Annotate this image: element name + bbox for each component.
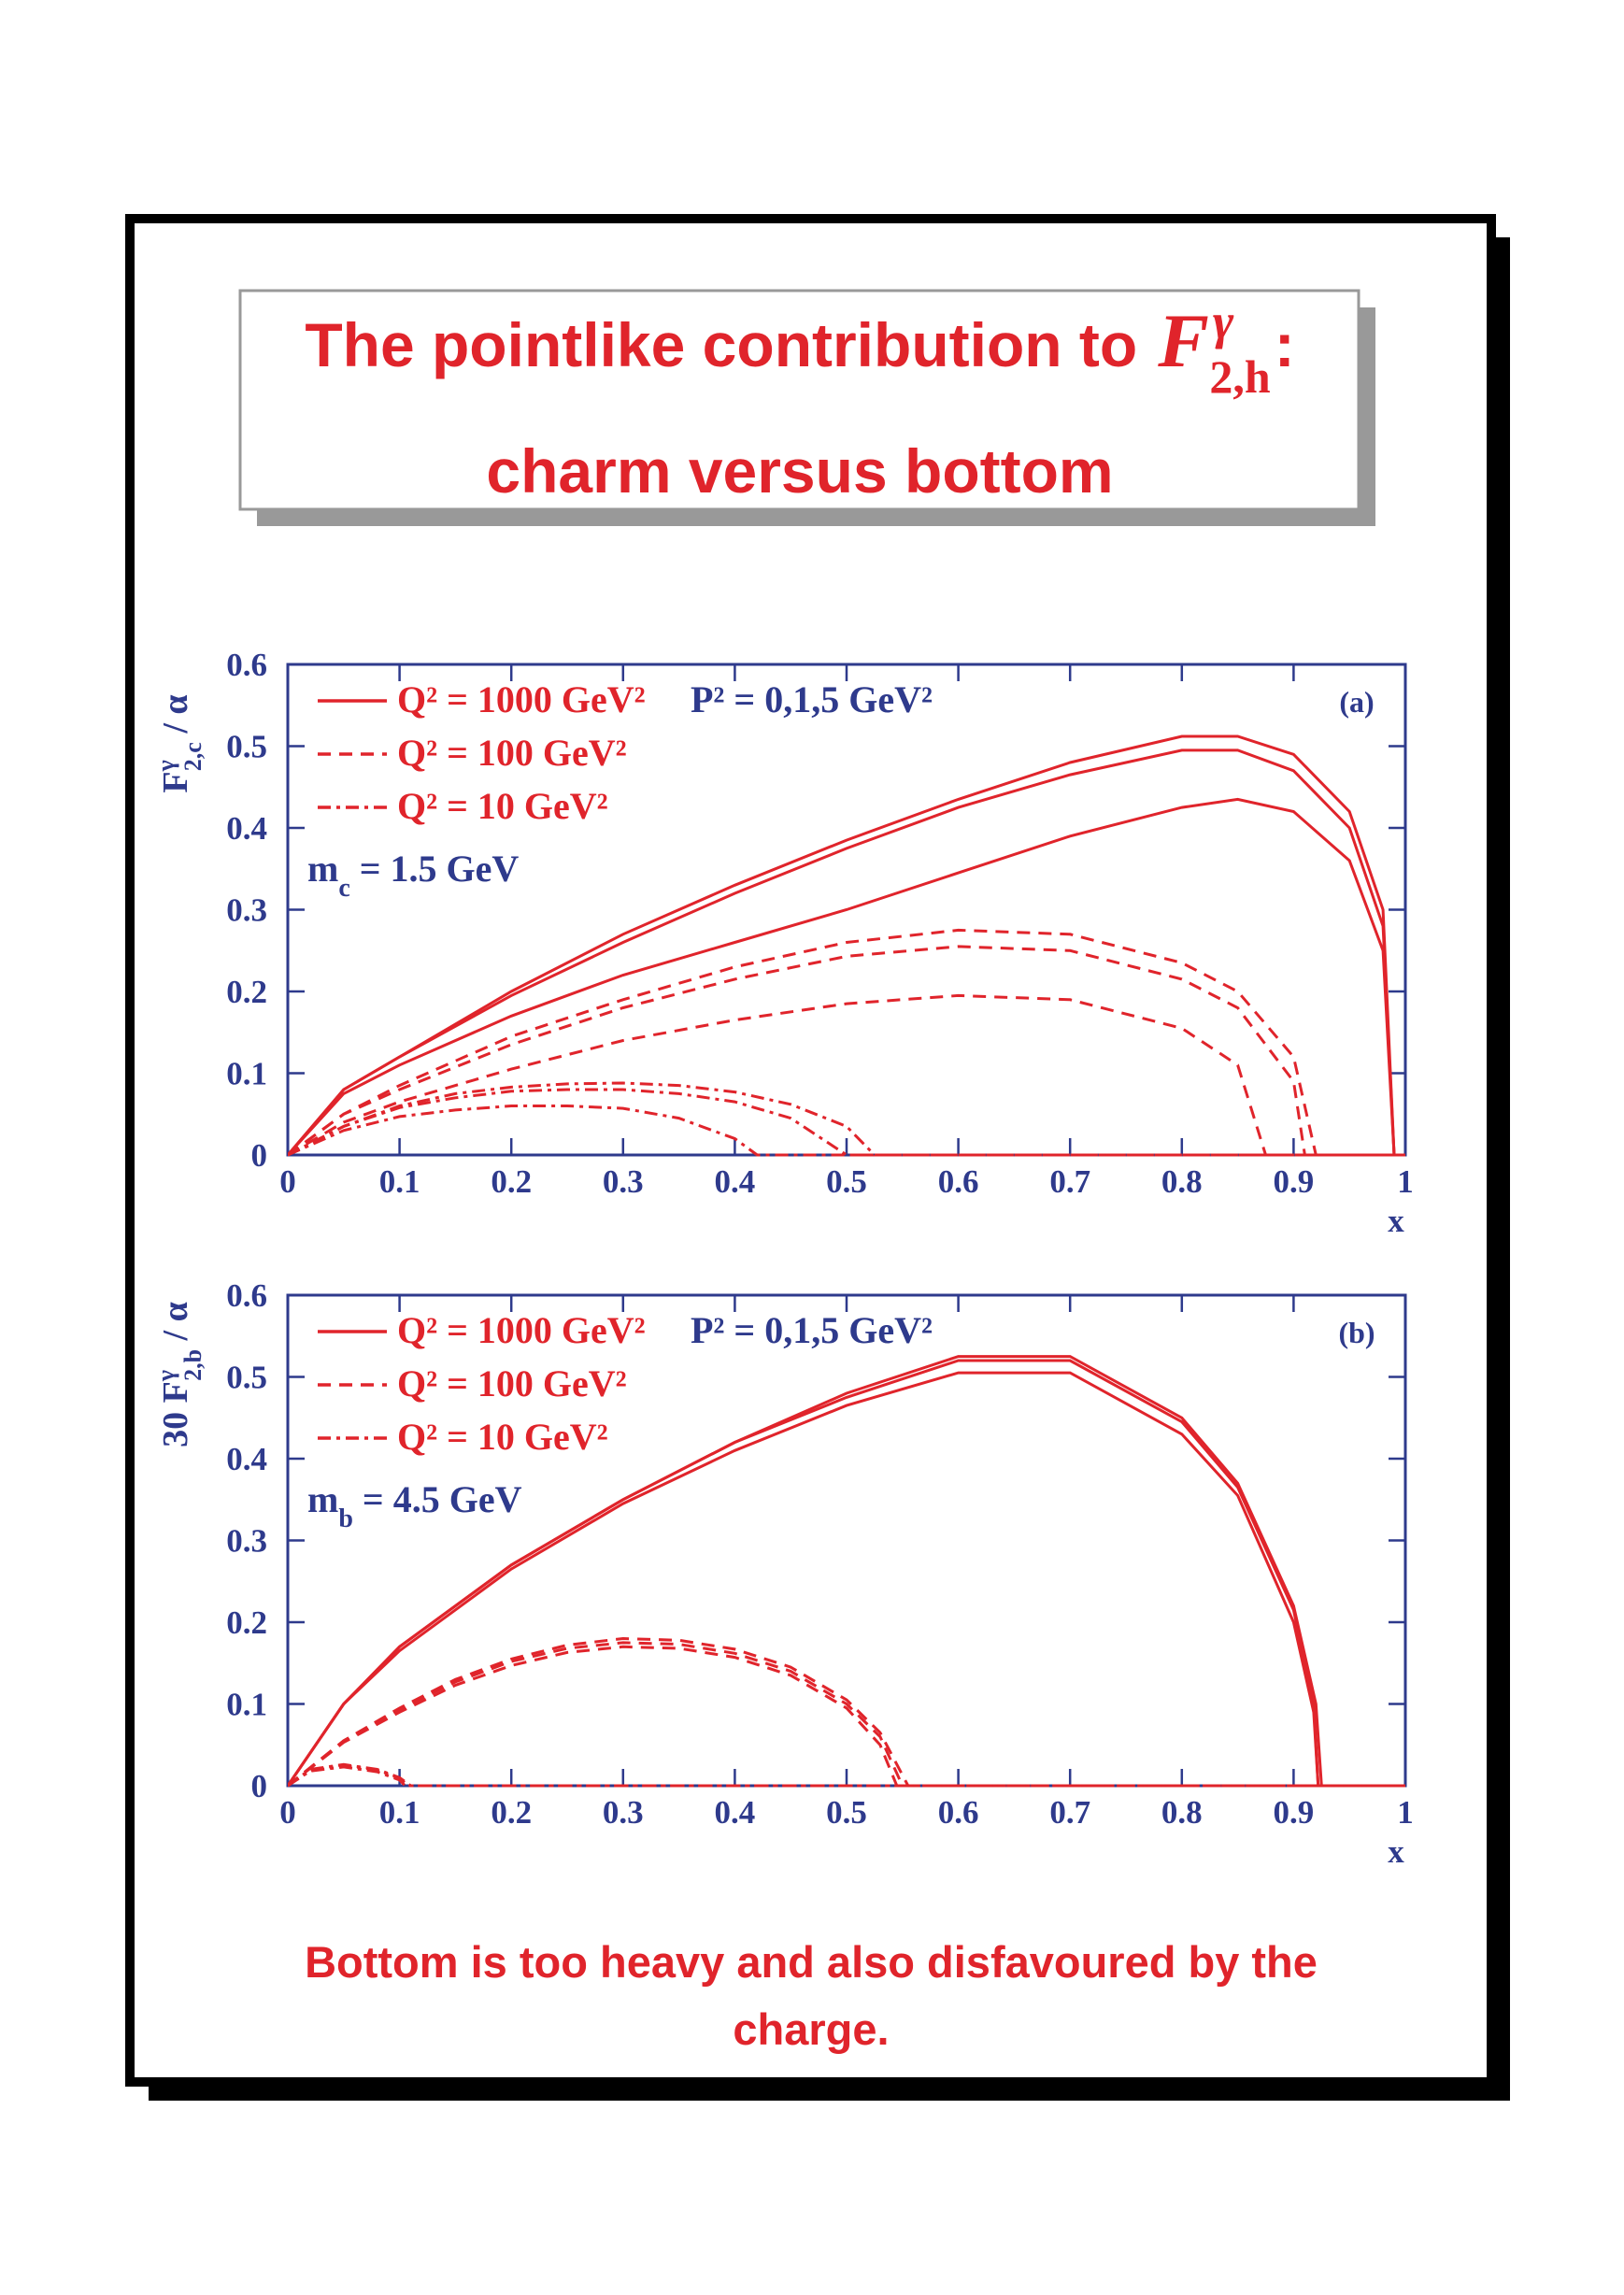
legend-label: Q² = 1000 GeV² [397, 678, 646, 720]
legend-label: Q² = 10 GeV² [397, 1416, 608, 1458]
y-tick-label: 0.6 [226, 647, 267, 683]
y-tick-label: 0.6 [226, 1277, 267, 1314]
mass-label: mb = 4.5 GeV [307, 1478, 522, 1533]
y-tick-label: 0.1 [226, 1056, 267, 1092]
x-tick-label: 0.9 [1274, 1794, 1315, 1831]
y-axis-label-part: γ [152, 760, 179, 772]
y-axis-label-part: / α [156, 694, 195, 742]
x-axis-label: x [1388, 1203, 1404, 1239]
mass-label-part: c [338, 874, 349, 903]
x-tick-label: 0.1 [379, 1794, 420, 1831]
y-axis-label: Fγ2,c / α [152, 694, 207, 792]
curve [288, 797, 1405, 1157]
curve [288, 1763, 1405, 1788]
y-axis-label-part: 2,c [179, 742, 207, 771]
subtitle: charm versus bottom [486, 436, 1113, 506]
y-tick-label: 0 [251, 1137, 268, 1174]
annotation: P² = 0,1,5 GeV² [691, 678, 933, 720]
x-tick-label: 0.5 [826, 1163, 867, 1200]
curve [288, 928, 1405, 1157]
y-axis-label-part: 30 F [156, 1381, 195, 1447]
curve [288, 1081, 1405, 1157]
y-axis-label-part: / α [156, 1302, 195, 1349]
mass-label-part: m [307, 848, 338, 890]
x-tick-label: 1 [1397, 1163, 1414, 1200]
curve [288, 1636, 1405, 1788]
x-tick-label: 0.3 [603, 1794, 644, 1831]
y-tick-label: 0 [251, 1768, 268, 1804]
mass-label-part: = 1.5 GeV [350, 848, 520, 890]
title: The pointlike contribution to F γ 2,h : [305, 293, 1294, 403]
chart: 0 0.1 0.2 0.3 0.4 0.5 0.6 0.7 0.8 0.9 1 0 0.1 0.2 0.3 0… [152, 1277, 1414, 1870]
legend-label: Q² = 1000 GeV² [397, 1309, 646, 1351]
x-tick-label: 1 [1397, 1794, 1414, 1831]
y-tick-label: 0.5 [226, 729, 267, 765]
mass-label-part: m [307, 1478, 338, 1520]
y-tick-label: 0.5 [226, 1360, 267, 1396]
x-tick-label: 0.7 [1049, 1163, 1090, 1200]
x-tick-label: 0.5 [826, 1794, 867, 1831]
curve [288, 1359, 1405, 1788]
x-tick-label: 0.6 [938, 1794, 979, 1831]
title-box [238, 289, 1360, 511]
x-tick-label: 0.6 [938, 1163, 979, 1200]
x-axis-label: x [1388, 1833, 1404, 1870]
footer-line: charge. [733, 2004, 889, 2054]
y-tick-label: 0.4 [226, 1441, 267, 1477]
y-tick-label: 0.3 [226, 892, 267, 929]
y-axis-label-part: 2,b [179, 1349, 207, 1381]
x-tick-label: 0.2 [491, 1163, 532, 1200]
curve [288, 1371, 1405, 1788]
x-tick-label: 0.3 [603, 1163, 644, 1200]
x-tick-label: 0.7 [1049, 1794, 1090, 1831]
x-tick-label: 0.2 [491, 1794, 532, 1831]
x-tick-label: 0.1 [379, 1163, 420, 1200]
x-tick-label: 0.9 [1274, 1163, 1315, 1200]
curve [288, 734, 1405, 1157]
curve [288, 1088, 1405, 1157]
y-tick-label: 0.3 [226, 1523, 267, 1560]
mass-label: mc = 1.5 GeV [307, 848, 519, 903]
y-axis-label-part: F [156, 771, 195, 792]
mass-label-part: b [338, 1504, 353, 1533]
curve [288, 993, 1405, 1157]
legend-label: Q² = 10 GeV² [397, 785, 608, 827]
annotation: P² = 0,1,5 GeV² [691, 1309, 933, 1351]
curve [288, 1105, 1405, 1157]
x-tick-label: 0.8 [1161, 1163, 1203, 1200]
title-colon: : [1275, 310, 1295, 379]
title-symbol: F [1157, 298, 1209, 383]
y-tick-label: 0.2 [226, 1604, 267, 1641]
curve [288, 1765, 1405, 1788]
panel-label: (b) [1338, 1316, 1375, 1349]
x-tick-label: 0 [279, 1163, 296, 1200]
legend-label: Q² = 100 GeV² [397, 1362, 627, 1404]
x-tick-label: 0 [279, 1794, 296, 1831]
y-tick-label: 0.2 [226, 974, 267, 1010]
y-tick-label: 0.1 [226, 1687, 267, 1723]
curve [288, 945, 1405, 1157]
y-axis-label: 30 Fγ2,b / α [152, 1302, 207, 1447]
chart: 0 0.1 0.2 0.3 0.4 0.5 0.6 0.7 0.8 0.9 1 0 0.1 0.2 0.3 0… [152, 647, 1414, 1239]
mass-label-part: = 4.5 GeV [353, 1478, 522, 1520]
legend-label: Q² = 100 GeV² [397, 732, 627, 774]
curve [288, 748, 1405, 1157]
panel-label: (a) [1339, 685, 1374, 719]
title-text: The pointlike contribution to [305, 310, 1137, 379]
curve [288, 1645, 1405, 1788]
title-sup: γ [1213, 293, 1234, 349]
title-sub: 2,h [1209, 350, 1271, 403]
x-tick-label: 0.4 [715, 1163, 756, 1200]
curve [288, 1641, 1405, 1788]
footer-line: Bottom is too heavy and also disfavoured… [305, 1937, 1318, 1987]
y-axis-label-part: γ [152, 1370, 179, 1382]
x-tick-label: 0.4 [715, 1794, 756, 1831]
x-tick-label: 0.8 [1161, 1794, 1203, 1831]
y-tick-label: 0.4 [226, 810, 267, 847]
